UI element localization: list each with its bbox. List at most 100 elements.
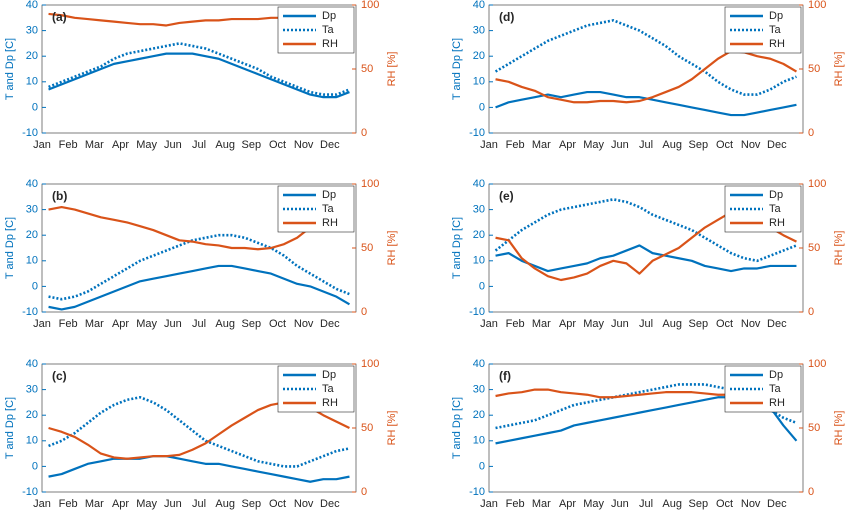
y2-tick-label: 100 [361,178,379,190]
x-tick-label: Oct [269,498,286,510]
legend-label: RH [769,217,785,229]
x-tick-label: Dec [767,498,787,510]
y-tick-label: 20 [473,409,485,421]
y2-tick-label: 0 [808,306,814,318]
x-tick-label: Jun [611,498,629,510]
x-tick-label: Jul [192,139,206,151]
y2-axis-label: RH [%] [386,411,398,446]
x-tick-label: Aug [662,139,682,151]
y2-tick-label: 50 [808,422,820,434]
series-line [48,233,350,301]
x-tick-label: May [583,139,604,151]
x-tick-label: Mar [532,318,551,330]
y2-tick-label: 100 [361,358,379,370]
x-tick-label: Jun [164,139,182,151]
x-tick-label: Apr [559,498,576,510]
x-tick-label: Dec [320,498,340,510]
y-tick-label: 40 [26,0,38,11]
y-tick-label: 40 [26,178,38,190]
series-line [48,264,351,311]
x-tick-label: Dec [320,318,340,330]
series-line [494,19,797,96]
x-tick-label: Dec [320,139,340,151]
y2-tick-label: 50 [361,63,373,75]
y2-tick-label: 100 [808,358,826,370]
y-tick-label: 0 [479,460,485,472]
panel-label: (c) [52,369,67,383]
series-line [48,205,350,251]
x-tick-label: Mar [85,139,104,151]
y-tick-label: -10 [469,127,485,139]
y-tick-label: 20 [473,50,485,62]
legend-label: Dp [322,189,336,201]
series-line [48,52,350,99]
y-tick-label: 10 [473,435,485,447]
legend-label: Ta [769,24,782,36]
legend-label: Ta [322,24,335,36]
y-tick-label: -10 [22,306,38,318]
x-tick-label: Mar [85,318,104,330]
x-tick-label: Apr [559,139,576,151]
x-tick-label: Apr [112,139,129,151]
x-tick-label: Oct [716,498,733,510]
y-tick-label: 30 [473,25,485,37]
x-tick-label: Apr [559,318,576,330]
legend-label: Dp [769,369,783,381]
y2-tick-label: 0 [808,486,814,498]
series-line [494,198,797,263]
y2-tick-label: 50 [361,242,373,254]
y-tick-label: 30 [26,25,38,37]
y2-tick-label: 0 [361,306,367,318]
y-tick-label: 0 [479,280,485,292]
x-tick-label: Sep [689,139,709,151]
y-tick-label: -10 [469,306,485,318]
x-tick-label: Feb [59,139,78,151]
legend-label: Ta [769,203,782,215]
legend-label: Dp [322,369,336,381]
x-tick-label: May [136,318,157,330]
legend-label: RH [322,217,338,229]
x-tick-label: Jul [192,318,206,330]
y-tick-label: 20 [26,229,38,241]
x-tick-label: Sep [242,139,262,151]
y2-axis-label: RH [%] [386,231,398,266]
x-tick-label: Sep [242,498,262,510]
x-tick-label: Sep [689,318,709,330]
y-tick-label: 20 [473,229,485,241]
panel-label: (b) [52,189,67,203]
series-line [495,49,798,104]
y-tick-label: -10 [22,486,38,498]
x-tick-label: Dec [767,318,787,330]
x-tick-label: Nov [741,318,761,330]
x-tick-label: Feb [59,318,78,330]
y-axis-label: T and Dp [C] [451,38,463,100]
x-tick-label: Mar [85,498,104,510]
series-line [495,90,797,117]
y2-tick-label: 100 [808,0,826,11]
x-tick-label: Dec [767,139,787,151]
legend-label: Ta [322,383,335,395]
y2-tick-label: 0 [361,127,367,139]
x-tick-label: Feb [506,139,525,151]
y-tick-label: 10 [473,76,485,88]
legend-label: Ta [769,383,782,395]
legend-label: RH [769,38,785,50]
x-tick-label: Mar [532,139,551,151]
x-tick-label: Oct [269,318,286,330]
legend-label: Dp [322,10,336,22]
panel-label: (d) [499,10,514,24]
panel-label: (e) [499,189,514,203]
y-tick-label: 30 [26,384,38,396]
y2-tick-label: 50 [361,422,373,434]
x-tick-label: Apr [112,498,129,510]
y-tick-label: 40 [473,358,485,370]
y-tick-label: 30 [473,204,485,216]
x-tick-label: Jan [33,318,51,330]
x-tick-label: Jun [611,139,629,151]
y-tick-label: 10 [26,255,38,267]
y2-tick-label: 100 [361,0,379,11]
x-tick-label: Jan [480,318,498,330]
x-tick-label: May [136,498,157,510]
y-tick-label: -10 [22,127,38,139]
legend-label: Dp [769,189,783,201]
